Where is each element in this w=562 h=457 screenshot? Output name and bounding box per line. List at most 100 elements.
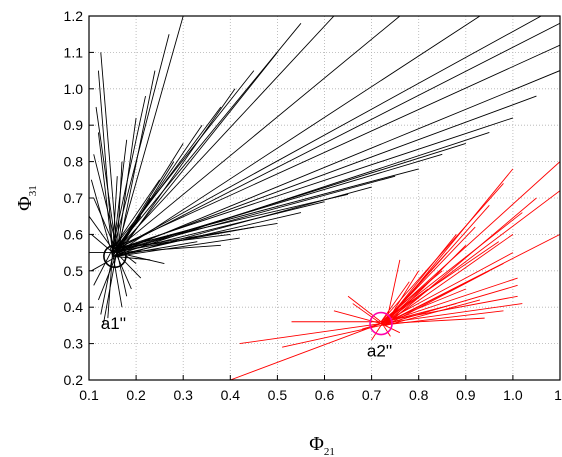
ray-line-a1 — [112, 255, 151, 261]
ray-line-a2 — [385, 270, 420, 324]
y-axis-title: Φ31 — [14, 185, 39, 211]
ray-line-a2 — [380, 321, 391, 337]
ray-line-a1 — [112, 34, 170, 253]
ray-line-a1 — [116, 16, 335, 250]
ray-line-a1 — [116, 161, 123, 249]
ray-line-a1 — [112, 106, 222, 253]
x-axis-title-sub: 21 — [324, 446, 335, 457]
a2-label: a2'' — [367, 341, 392, 360]
ray-line-a2 — [352, 303, 382, 324]
ray-line-a1 — [116, 117, 137, 253]
ray-line-a1 — [112, 176, 118, 253]
ray-line-a1 — [89, 215, 113, 250]
x-tick-label: 0.6 — [315, 387, 335, 403]
y-axis-title-main: Φ — [14, 196, 36, 211]
y-tick-label: 1.1 — [64, 44, 84, 60]
y-axis-title-sub: 31 — [27, 185, 39, 196]
ray-line-a2 — [333, 310, 382, 325]
ray-line-a2 — [380, 252, 514, 324]
tick-layer: 0.10.20.30.40.50.60.70.80.91.01.0.20.30.… — [64, 8, 562, 403]
ray-line-a1 — [117, 22, 560, 250]
x-tick-label: 0.4 — [221, 387, 241, 403]
ray-line-a2 — [380, 288, 429, 324]
ray-line-a1 — [93, 248, 113, 286]
ray-line-a1 — [112, 95, 146, 250]
ray-line-a1 — [93, 154, 118, 250]
ray-line-a1 — [112, 143, 184, 257]
x-tick-label: 0.1 — [79, 387, 99, 403]
ray-line-a1 — [97, 132, 113, 253]
ray-line-a2 — [385, 245, 467, 326]
ray-line-a2 — [362, 323, 382, 330]
ray-line-a1 — [117, 237, 240, 257]
ray-line-a1 — [100, 52, 118, 253]
ray-line-a1 — [98, 252, 118, 301]
ray-line-a1 — [95, 106, 118, 257]
ray-line-a1 — [112, 233, 231, 250]
y-tick-label: 0.8 — [64, 154, 84, 170]
ray-line-a2 — [380, 281, 410, 323]
x-axis-title: Φ21 — [309, 433, 335, 457]
ray-line-a1 — [117, 16, 542, 250]
ray-line-a2 — [239, 323, 382, 345]
annotation-layer: a1'' a2'' — [101, 244, 393, 360]
y-tick-label: 0.5 — [64, 263, 84, 279]
ray-line-a2 — [385, 288, 466, 323]
ray-line-a1 — [112, 252, 123, 308]
ray-line-a1 — [107, 252, 113, 319]
ray-line-a1 — [112, 44, 560, 250]
ray-line-a1 — [93, 197, 118, 253]
ray-line-a2 — [385, 197, 537, 326]
y-tick-label: 0.2 — [64, 372, 84, 388]
y-tick-label: 1.2 — [64, 8, 84, 24]
ray-line-a1 — [112, 95, 537, 254]
x-tick-label: 0.2 — [126, 387, 146, 403]
x-tick-label: 0.7 — [362, 387, 382, 403]
y-tick-label: 0.3 — [64, 336, 84, 352]
x-tick-label: 0.8 — [409, 387, 429, 403]
x-tick-label: 0.3 — [173, 387, 193, 403]
x-tick-label: 0.5 — [268, 387, 288, 403]
ray-line-a1 — [116, 70, 156, 257]
ray-line-a1 — [112, 241, 198, 257]
ray-line-a1 — [91, 255, 118, 272]
ray-line-a2 — [385, 234, 514, 324]
x-tick-label: 1.0 — [503, 387, 523, 403]
ray-line-a2 — [380, 303, 523, 325]
data-layer — [89, 16, 560, 380]
ray-line-a2 — [385, 190, 560, 323]
ray-line-a2 — [385, 303, 457, 323]
a2-marker-circle — [369, 311, 393, 336]
x-tick-label: 0.9 — [456, 387, 476, 403]
ray-line-a1 — [117, 117, 514, 250]
ray-line-a2 — [347, 295, 382, 323]
ray-line-a1 — [116, 88, 236, 257]
ray-line-a1 — [117, 244, 221, 254]
ray-line-a1 — [117, 70, 560, 254]
ray-line-a1 — [116, 16, 184, 250]
ray-line-a1 — [116, 197, 151, 253]
y-tick-label: 0.4 — [64, 299, 84, 315]
y-tick-label: 1.0 — [64, 81, 84, 97]
ray-line-a2 — [385, 317, 485, 325]
ray-line-a2 — [385, 299, 481, 326]
ray-line-a1 — [116, 252, 128, 297]
y-tick-label: 0.6 — [64, 226, 84, 242]
ray-line-a1 — [112, 175, 396, 254]
x-axis-title-main: Φ — [309, 433, 324, 455]
a1-marker-circle — [103, 244, 127, 269]
y-tick-label: 0.9 — [64, 117, 84, 133]
y-tick-label: 0.7 — [64, 190, 84, 206]
ray-line-a2 — [380, 212, 523, 324]
ray-line-a1 — [112, 193, 349, 250]
ray-line-a2 — [230, 323, 382, 380]
ray-line-a1 — [116, 52, 278, 253]
x-tick-label: 1. — [554, 387, 562, 403]
a1-label: a1'' — [101, 314, 126, 333]
ray-line-a1 — [112, 16, 401, 253]
ray-line-a1 — [117, 168, 419, 250]
ray-line-a2 — [380, 277, 518, 325]
ray-line-a2 — [282, 324, 382, 348]
ray-line-a1 — [117, 16, 481, 253]
